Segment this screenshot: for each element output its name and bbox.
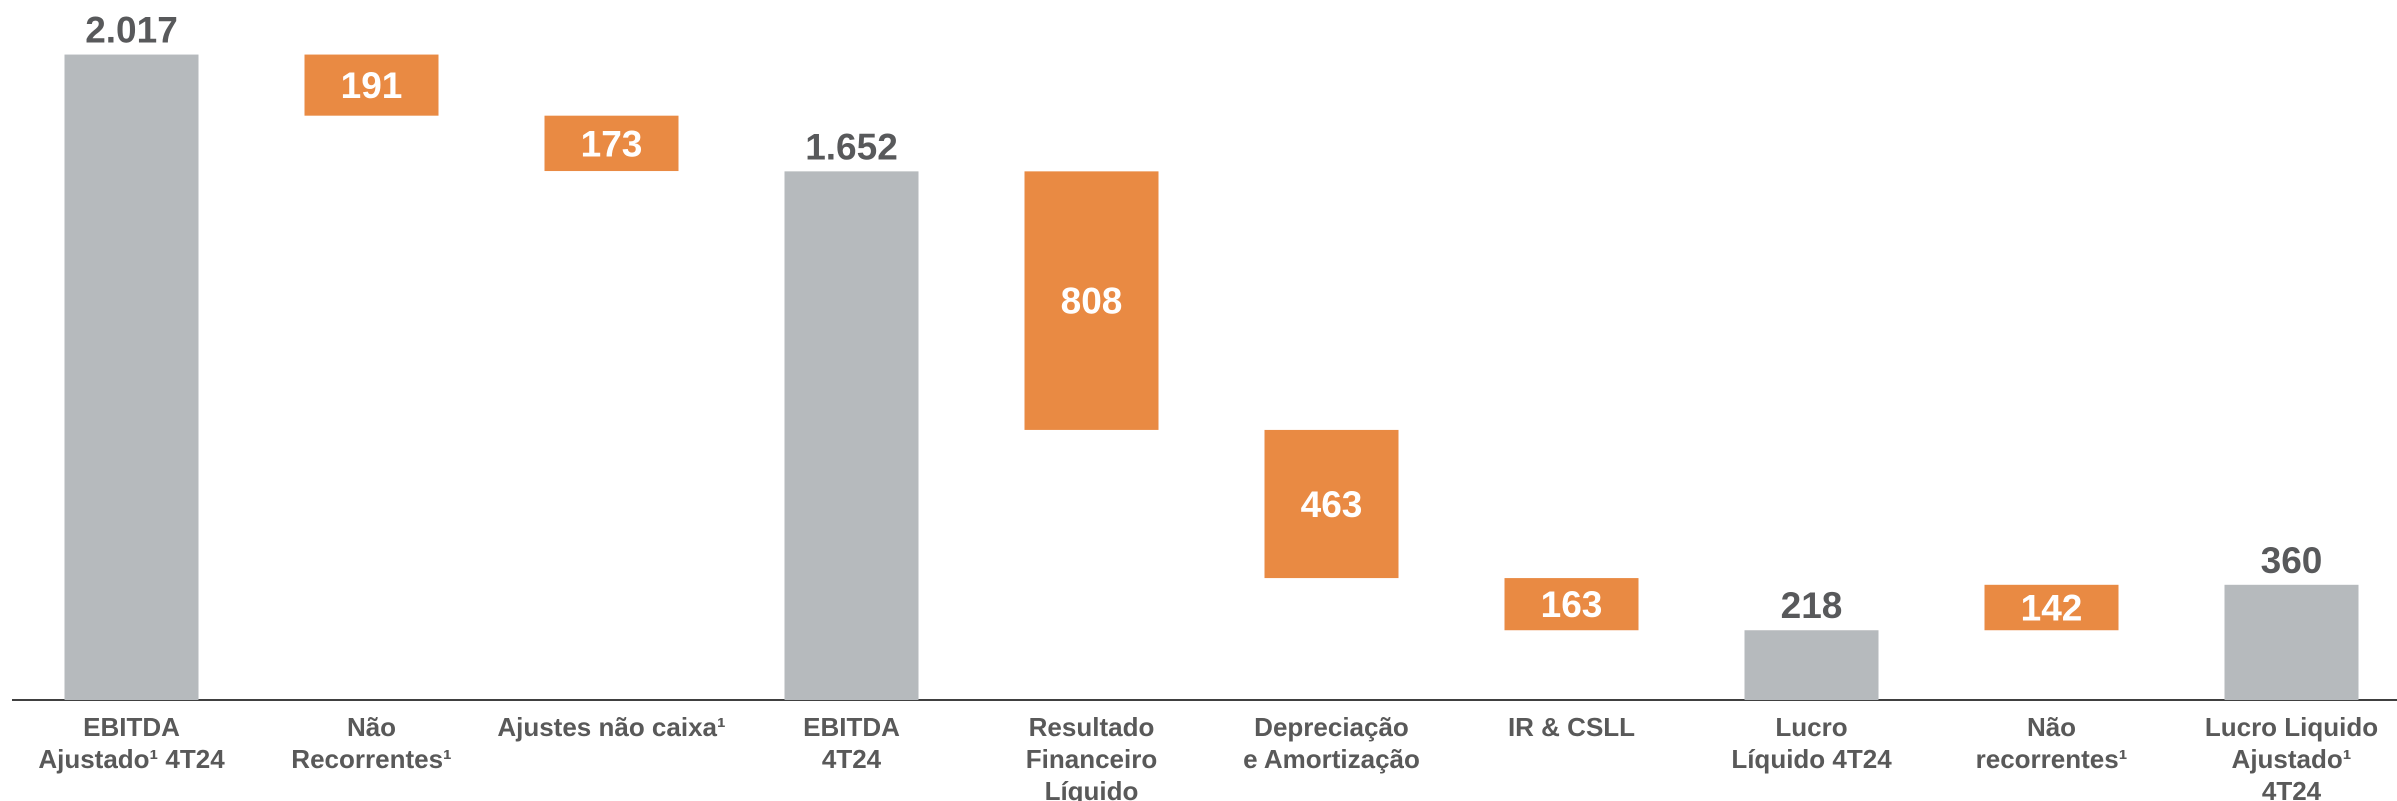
x-tick-label: EBITDA Ajustado¹ 4T24: [38, 712, 225, 774]
x-tick-label: Não Recorrentes¹: [291, 712, 451, 774]
bar: [544, 115, 679, 172]
value-label: 360: [2261, 540, 2323, 581]
bar: [784, 171, 919, 701]
value-label: 218: [1781, 585, 1843, 626]
bar: [1264, 429, 1399, 579]
x-tick-label: Não recorrentes¹: [1976, 712, 2128, 774]
bar: [1744, 630, 1879, 700]
x-tick-label: Ajustes não caixa¹: [497, 712, 725, 742]
value-label: 463: [1301, 484, 1363, 525]
bar: [1504, 578, 1639, 631]
bar: [2224, 584, 2359, 700]
x-tick-label: IR & CSLL: [1508, 712, 1635, 742]
bar: [1984, 584, 2119, 631]
value-label: 808: [1061, 281, 1123, 322]
value-label: 142: [2021, 588, 2083, 629]
value-label: 173: [581, 123, 643, 164]
x-tick-label: Lucro Liquido Ajustado¹ 4T24: [2205, 712, 2378, 801]
x-tick-label: EBITDA 4T24: [803, 712, 900, 774]
bar: [304, 54, 439, 116]
x-tick-label: Resultado Financeiro Líquido: [1026, 712, 1157, 801]
value-label: 2.017: [85, 10, 178, 51]
bar: [64, 54, 199, 701]
x-tick-label: Depreciação e Amortização: [1243, 712, 1420, 774]
value-label: 191: [341, 65, 403, 106]
value-label: 163: [1541, 584, 1603, 625]
x-tick-label: Lucro Líquido 4T24: [1731, 712, 1892, 774]
value-label: 1.652: [805, 126, 898, 167]
bar: [1024, 171, 1159, 430]
